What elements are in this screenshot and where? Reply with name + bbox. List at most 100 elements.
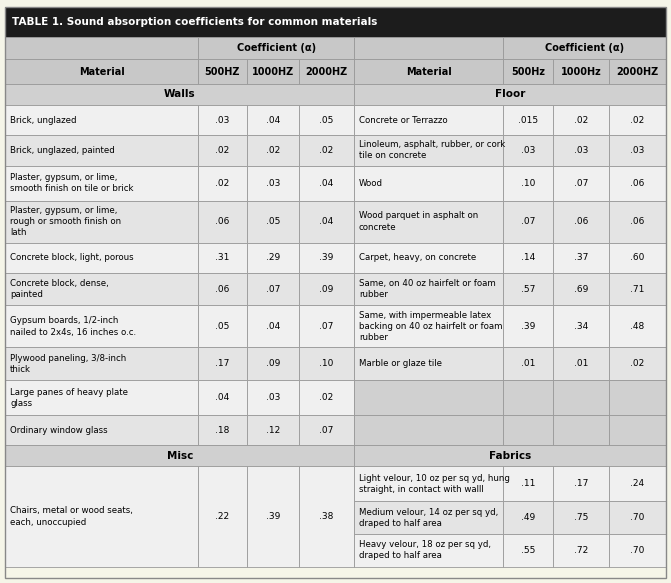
Bar <box>354 534 503 567</box>
Bar <box>5 305 198 347</box>
Text: Medium velour, 14 oz per sq yd,
draped to half area: Medium velour, 14 oz per sq yd, draped t… <box>359 508 499 528</box>
Text: Coefficient (α): Coefficient (α) <box>237 43 315 54</box>
Text: .14: .14 <box>521 253 535 262</box>
Text: .38: .38 <box>319 512 333 521</box>
Text: .06: .06 <box>215 217 229 226</box>
Text: .02: .02 <box>215 178 229 188</box>
Text: .04: .04 <box>319 217 333 226</box>
Text: .70: .70 <box>630 546 645 555</box>
Text: .05: .05 <box>215 322 229 331</box>
Bar <box>5 445 354 466</box>
Bar <box>553 201 609 243</box>
Bar <box>354 466 503 501</box>
Bar <box>198 415 247 445</box>
Bar <box>609 59 666 84</box>
Bar <box>503 201 553 243</box>
Text: .02: .02 <box>266 146 280 155</box>
Text: .57: .57 <box>521 285 535 294</box>
Bar <box>354 305 503 347</box>
Bar <box>354 201 503 243</box>
Bar <box>354 59 503 84</box>
Bar <box>503 305 553 347</box>
Bar <box>553 415 609 445</box>
Bar <box>609 243 666 273</box>
Text: .06: .06 <box>215 285 229 294</box>
Bar <box>503 501 553 534</box>
Bar <box>5 347 198 380</box>
Text: 1000Hz: 1000Hz <box>561 66 601 77</box>
Text: Misc: Misc <box>166 451 193 461</box>
Bar <box>5 415 198 445</box>
Bar <box>198 105 247 135</box>
Text: .75: .75 <box>574 513 588 522</box>
Bar <box>553 243 609 273</box>
Text: .69: .69 <box>574 285 588 294</box>
Bar <box>198 59 247 84</box>
Text: .03: .03 <box>574 146 588 155</box>
Text: Chairs, metal or wood seats,
each, unoccupied: Chairs, metal or wood seats, each, unocc… <box>10 507 133 526</box>
Text: .39: .39 <box>266 512 280 521</box>
Text: Wood: Wood <box>359 178 383 188</box>
Text: 2000HZ: 2000HZ <box>617 66 658 77</box>
Bar <box>354 445 666 466</box>
Bar <box>354 501 503 534</box>
Text: Gypsum boards, 1/2-inch
nailed to 2x4s, 16 inches o.c.: Gypsum boards, 1/2-inch nailed to 2x4s, … <box>10 317 136 336</box>
Bar <box>503 273 553 305</box>
Bar <box>354 243 503 273</box>
Bar <box>609 201 666 243</box>
Text: .02: .02 <box>630 359 645 368</box>
Bar <box>247 135 299 166</box>
Bar <box>247 243 299 273</box>
Bar <box>553 380 609 415</box>
Bar <box>299 380 354 415</box>
Bar <box>247 201 299 243</box>
Bar <box>503 166 553 201</box>
Text: .72: .72 <box>574 546 588 555</box>
Text: .07: .07 <box>319 426 333 435</box>
Bar <box>247 415 299 445</box>
Bar <box>198 466 247 567</box>
Text: Linoleum, asphalt, rubber, or cork
tile on concrete: Linoleum, asphalt, rubber, or cork tile … <box>359 141 505 160</box>
Bar <box>609 105 666 135</box>
Bar <box>299 243 354 273</box>
Text: .02: .02 <box>630 115 645 125</box>
Text: Carpet, heavy, on concrete: Carpet, heavy, on concrete <box>359 253 476 262</box>
Bar <box>198 347 247 380</box>
Text: Brick, unglazed, painted: Brick, unglazed, painted <box>10 146 115 155</box>
Text: .09: .09 <box>319 285 333 294</box>
Text: .01: .01 <box>521 359 535 368</box>
Text: .39: .39 <box>319 253 333 262</box>
Text: .04: .04 <box>319 178 333 188</box>
Bar <box>354 380 503 415</box>
Bar <box>198 166 247 201</box>
Text: .015: .015 <box>518 115 538 125</box>
Bar <box>247 466 299 567</box>
Bar <box>198 201 247 243</box>
Text: .48: .48 <box>630 322 645 331</box>
Bar <box>299 305 354 347</box>
Text: .24: .24 <box>630 479 645 489</box>
Bar <box>354 37 503 59</box>
Text: .02: .02 <box>215 146 229 155</box>
Bar <box>299 201 354 243</box>
Text: .60: .60 <box>630 253 645 262</box>
Bar <box>299 105 354 135</box>
Text: .10: .10 <box>319 359 333 368</box>
Bar <box>553 501 609 534</box>
Text: 2000HZ: 2000HZ <box>305 66 348 77</box>
Bar <box>609 135 666 166</box>
Text: TABLE 1. Sound absorption coefficients for common materials: TABLE 1. Sound absorption coefficients f… <box>12 17 378 27</box>
Bar <box>5 380 198 415</box>
Text: .03: .03 <box>630 146 645 155</box>
Text: .31: .31 <box>215 253 229 262</box>
Text: .03: .03 <box>521 146 535 155</box>
Bar <box>247 380 299 415</box>
Bar <box>247 59 299 84</box>
Text: Concrete block, light, porous: Concrete block, light, porous <box>10 253 134 262</box>
Text: Concrete or Terrazzo: Concrete or Terrazzo <box>359 115 448 125</box>
Text: .10: .10 <box>521 178 535 188</box>
Text: Plywood paneling, 3/8-inch
thick: Plywood paneling, 3/8-inch thick <box>10 354 126 374</box>
Text: Heavy velour, 18 oz per sq yd,
draped to half area: Heavy velour, 18 oz per sq yd, draped to… <box>359 540 491 560</box>
Text: .03: .03 <box>266 393 280 402</box>
Bar <box>247 105 299 135</box>
